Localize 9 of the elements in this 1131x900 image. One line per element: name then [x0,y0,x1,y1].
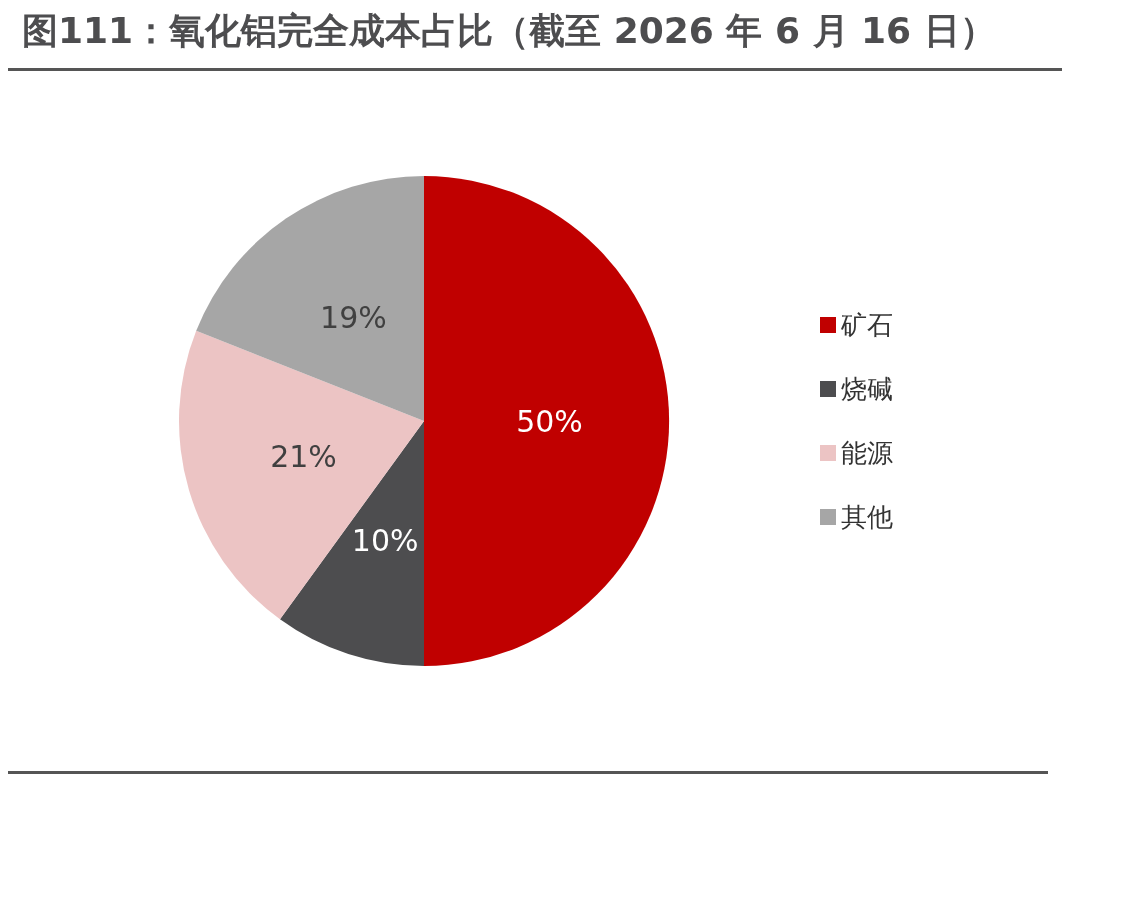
data-label: 50% [516,403,583,439]
data-label: 19% [320,299,387,335]
data-label: 21% [270,438,337,474]
legend-label: 矿石 [840,310,893,340]
legend-label: 其他 [841,502,893,532]
legend-label: 烧碱 [841,374,893,404]
chart-title: 图111：氧化铝完全成本占比（截至 2026 年 6 月 16 日） [8,8,1062,71]
data-label: 10% [351,522,419,558]
legend-label: 能源 [841,438,893,468]
